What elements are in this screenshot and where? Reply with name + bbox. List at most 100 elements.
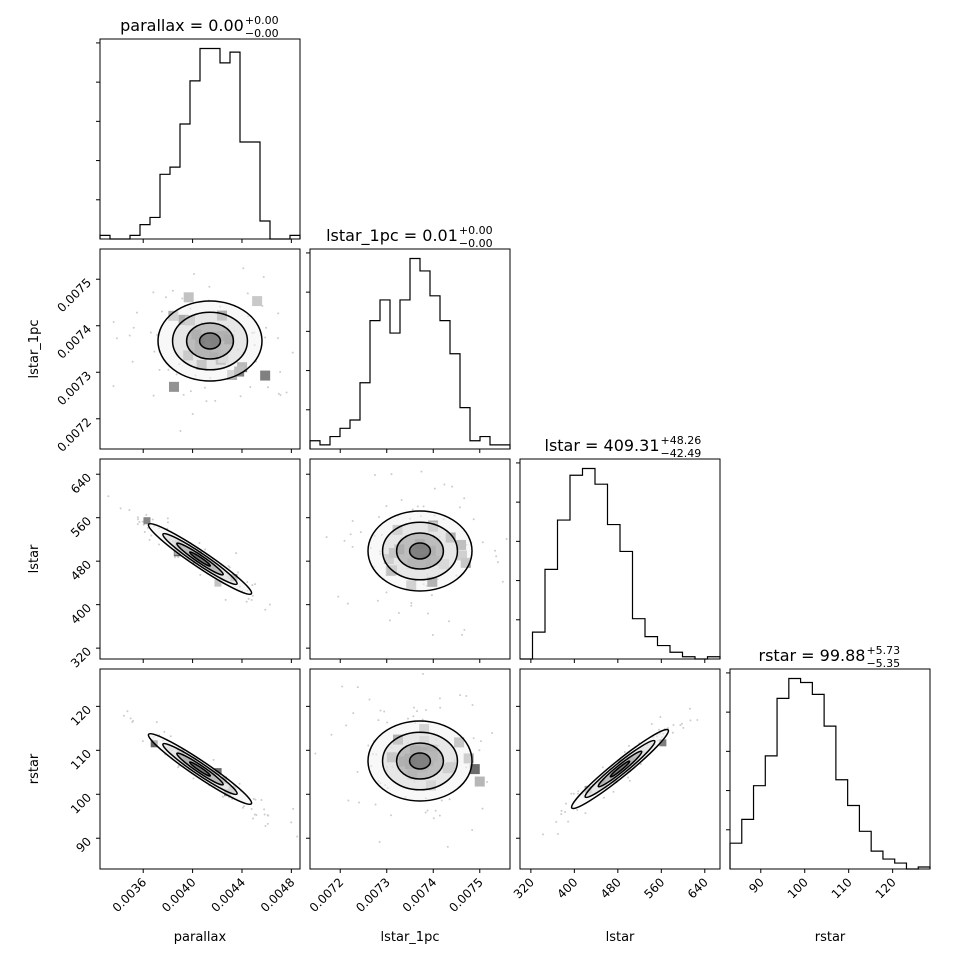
scatter-point bbox=[141, 740, 144, 743]
scatter-point bbox=[107, 495, 110, 498]
scatter-point bbox=[346, 602, 349, 605]
scatter-point bbox=[255, 813, 258, 816]
scatter-point bbox=[495, 555, 498, 558]
scatter-point bbox=[250, 808, 253, 811]
histogram-lstar_1pc: lstar_1pc = 0.01 +0.00−0.00 bbox=[306, 224, 511, 450]
scatter-point bbox=[368, 698, 371, 701]
title-sup: +5.73 bbox=[866, 644, 900, 657]
scatter-point bbox=[173, 556, 176, 559]
scatter-point bbox=[158, 543, 161, 546]
scatter-point bbox=[132, 326, 135, 329]
scatter-point bbox=[242, 805, 245, 808]
scatter-point bbox=[263, 808, 266, 811]
scatter-point bbox=[131, 360, 134, 363]
scatter-point bbox=[567, 820, 570, 823]
y-tick-label: 480 bbox=[68, 557, 94, 583]
scatter-point bbox=[667, 727, 670, 730]
scatter-point bbox=[128, 508, 131, 511]
scatter-point bbox=[290, 821, 293, 824]
scatter-point bbox=[135, 311, 138, 314]
histogram-line bbox=[309, 257, 511, 449]
scatter-point bbox=[115, 337, 118, 340]
scatter-point bbox=[119, 507, 122, 510]
scatter-point bbox=[481, 541, 484, 544]
x-tick-label: 0.0075 bbox=[446, 875, 486, 915]
scatter-point bbox=[443, 483, 446, 486]
scatter-point bbox=[337, 595, 340, 598]
y-tick-label: 0.0074 bbox=[55, 322, 95, 362]
scatter-point bbox=[359, 531, 362, 534]
x-tick-label: 0.0074 bbox=[400, 875, 440, 915]
scatter-point bbox=[291, 351, 294, 354]
scatter-point bbox=[672, 723, 675, 726]
scatter-point bbox=[314, 752, 317, 755]
scatter-point bbox=[268, 603, 271, 606]
scatter-point bbox=[432, 817, 435, 820]
x-tick-label: 90 bbox=[746, 875, 767, 896]
histogram-rstar: rstar = 99.88 +5.73−5.35 bbox=[726, 644, 931, 870]
scatter-point bbox=[463, 497, 466, 500]
scatter-point bbox=[254, 583, 257, 586]
scatter-point bbox=[367, 744, 370, 747]
scatter-point bbox=[479, 740, 482, 743]
scatter-point bbox=[577, 790, 580, 793]
scatter-point bbox=[430, 594, 433, 597]
scatter-point bbox=[689, 719, 692, 722]
scatter-point bbox=[411, 508, 414, 511]
scatter-point bbox=[486, 780, 489, 783]
histogram-parallax: parallax = 0.00 +0.00−0.00 bbox=[96, 14, 301, 240]
scatter-point bbox=[254, 798, 257, 801]
scatter-point bbox=[416, 505, 419, 508]
scatter-point bbox=[412, 706, 415, 709]
scatter-point bbox=[385, 591, 388, 594]
scatter-point bbox=[238, 782, 241, 785]
y-axis-label: lstar_1pc bbox=[27, 320, 42, 379]
scatter-point bbox=[250, 599, 253, 602]
scatter-point bbox=[151, 518, 154, 521]
scatter-point bbox=[169, 735, 172, 738]
scatter-point bbox=[264, 608, 267, 611]
panel-title: lstar_1pc = 0.01 bbox=[326, 226, 458, 246]
scatter-point bbox=[440, 799, 443, 802]
scatter-point bbox=[379, 709, 382, 712]
contour-level-4 bbox=[198, 332, 222, 350]
panel-frame bbox=[519, 458, 721, 660]
scatter-point bbox=[556, 832, 559, 835]
scatter-point bbox=[160, 310, 163, 313]
scatter-point bbox=[572, 792, 575, 795]
contour-level-4 bbox=[408, 752, 432, 770]
scatter-point bbox=[481, 807, 484, 810]
scatter-point bbox=[351, 545, 354, 548]
scatter-point bbox=[152, 394, 155, 397]
histogram-line bbox=[729, 677, 931, 870]
scatter-point bbox=[386, 721, 389, 724]
scatter-point bbox=[463, 628, 466, 631]
density-cell bbox=[143, 517, 151, 525]
scatter-point bbox=[351, 520, 354, 523]
contour-level-4 bbox=[609, 760, 631, 778]
scatter-point bbox=[388, 619, 391, 622]
scatter-point bbox=[163, 730, 166, 733]
scatter-point bbox=[491, 731, 494, 734]
scatter-point bbox=[260, 799, 263, 802]
scatter-point bbox=[424, 811, 427, 814]
panel-title: lstar = 409.31 bbox=[545, 436, 660, 455]
panel-background bbox=[730, 669, 930, 869]
scatter-point bbox=[496, 561, 499, 564]
scatter-point bbox=[252, 817, 255, 820]
density-cell bbox=[260, 370, 271, 381]
scatter-point bbox=[472, 737, 475, 740]
scatter-point bbox=[627, 744, 630, 747]
histogram-lstar: lstar = 409.31 +48.26−42.49 bbox=[516, 434, 721, 660]
scatter-point bbox=[680, 722, 683, 725]
contour-level-4 bbox=[408, 542, 432, 560]
scatter-point bbox=[249, 386, 252, 389]
scatter-point bbox=[149, 331, 152, 334]
scatter-point bbox=[265, 326, 268, 329]
panel-frame bbox=[99, 458, 301, 660]
scatter-point bbox=[171, 289, 174, 292]
x-axis-label: rstar bbox=[815, 930, 846, 945]
panel-frame bbox=[309, 248, 511, 450]
scatter-point bbox=[602, 796, 605, 799]
